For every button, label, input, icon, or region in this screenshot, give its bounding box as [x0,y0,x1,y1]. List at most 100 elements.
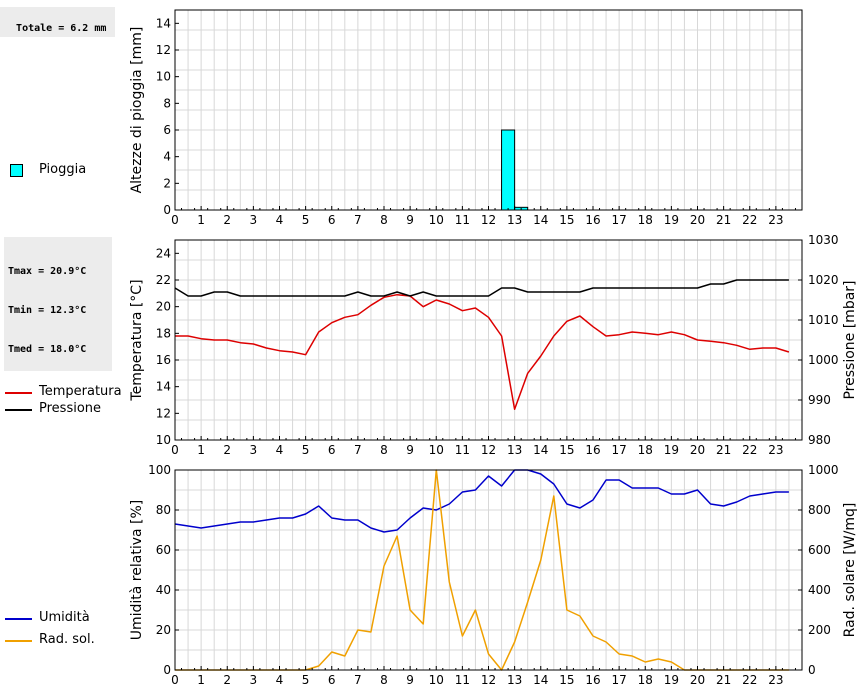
y2-tick-label: 600 [808,543,831,557]
x-tick-label: 17 [611,213,626,227]
x-tick-label: 11 [455,443,470,457]
y2-tick-label: 1020 [808,273,839,287]
y2-tick-label: 1000 [808,353,839,367]
temperature-line [175,293,790,411]
rain-total-text: Totale = 6.2 mm [16,23,107,34]
y-tick-label: 22 [156,273,171,287]
x-tick-label: 21 [716,213,731,227]
x-tick-label: 0 [171,673,179,687]
humidity-line [174,469,789,533]
x-tick-label: 5 [302,213,310,227]
y-tick-label: 10 [156,70,171,84]
y-tick-label: 18 [156,326,171,340]
x-tick-label: 1 [197,213,205,227]
x-tick-label: 8 [380,213,388,227]
y2-tick-label: 800 [808,503,831,517]
x-tick-label: 15 [559,443,574,457]
y-axis-label: Altezze di pioggia [mm] [129,27,145,194]
y-tick-label: 0 [163,203,171,217]
y-tick-label: 60 [156,543,171,557]
x-tick-label: 18 [638,443,653,457]
x-tick-label: 14 [533,213,548,227]
y-axis-label: Umidità relativa [%] [129,500,145,641]
y2-tick-label: 990 [808,393,831,407]
y2-tick-label: 1000 [808,463,839,477]
x-tick-label: 13 [507,213,522,227]
x-tick-label: 22 [742,443,757,457]
x-tick-label: 7 [354,443,362,457]
x-tick-label: 3 [250,673,258,687]
x-tick-label: 8 [380,673,388,687]
x-tick-label: 4 [276,673,284,687]
y-tick-label: 20 [156,623,171,637]
y-tick-label: 4 [163,150,171,164]
radiation-swatch [5,640,32,642]
x-tick-label: 3 [250,213,258,227]
y-tick-label: 14 [156,380,171,394]
x-tick-label: 17 [611,443,626,457]
x-tick-label: 11 [455,673,470,687]
rain-bar [501,129,516,211]
x-tick-label: 5 [302,443,310,457]
x-tick-label: 14 [533,673,548,687]
y-tick-label: 10 [156,433,171,447]
y-tick-label: 6 [163,123,171,137]
x-tick-label: 4 [276,213,284,227]
pressure-line [174,279,789,297]
y2-tick-label: 200 [808,623,831,637]
legend-rain-label: Pioggia [39,162,87,177]
x-tick-label: 12 [481,213,496,227]
y-tick-label: 80 [156,503,171,517]
y2-tick-label: 1010 [808,313,839,327]
x-tick-label: 23 [768,673,783,687]
x-tick-label: 3 [250,443,258,457]
y-tick-label: 40 [156,583,171,597]
rain-total-box: Totale = 6.2 mm [0,7,115,37]
x-tick-label: 20 [690,213,705,227]
x-tick-label: 15 [559,673,574,687]
x-tick-label: 18 [638,673,653,687]
pressure-swatch [5,409,32,411]
y-tick-label: 0 [163,663,171,677]
y2-tick-label: 0 [808,663,816,677]
x-tick-label: 1 [197,443,205,457]
y-tick-label: 16 [156,353,171,367]
x-tick-label: 16 [585,443,600,457]
legend-temperature-label: Temperatura [39,384,122,399]
x-tick-label: 11 [455,213,470,227]
x-tick-label: 2 [223,443,231,457]
x-tick-label: 12 [481,673,496,687]
legend-radiation-label: Rad. sol. [39,632,95,647]
x-tick-label: 12 [481,443,496,457]
x-tick-label: 9 [406,443,414,457]
x-tick-label: 7 [354,673,362,687]
x-tick-label: 0 [171,443,179,457]
x-tick-label: 4 [276,443,284,457]
temp-stats-box: Tmax = 20.9°C Tmin = 12.3°C Tmed = 18.0°… [4,237,112,371]
x-tick-label: 6 [328,213,336,227]
x-tick-label: 0 [171,213,179,227]
y-tick-label: 14 [156,16,171,30]
x-tick-label: 23 [768,213,783,227]
x-tick-label: 2 [223,673,231,687]
tmin-text: Tmin = 12.3°C [8,305,87,316]
tmax-text: Tmax = 20.9°C [8,266,87,277]
y2-tick-label: 1030 [808,233,839,247]
x-tick-label: 8 [380,443,388,457]
x-tick-label: 21 [716,443,731,457]
x-tick-label: 10 [429,213,444,227]
tmed-text: Tmed = 18.0°C [8,344,87,355]
humidity-swatch [5,618,32,620]
x-tick-label: 22 [742,213,757,227]
x-tick-label: 17 [611,673,626,687]
x-tick-label: 1 [197,673,205,687]
x-tick-label: 2 [223,213,231,227]
x-tick-label: 21 [716,673,731,687]
x-tick-label: 10 [429,443,444,457]
y-tick-label: 2 [163,176,171,190]
legend-pressure-label: Pressione [39,401,102,416]
y-tick-label: 8 [163,96,171,110]
y-tick-label: 100 [148,463,171,477]
x-tick-label: 23 [768,443,783,457]
